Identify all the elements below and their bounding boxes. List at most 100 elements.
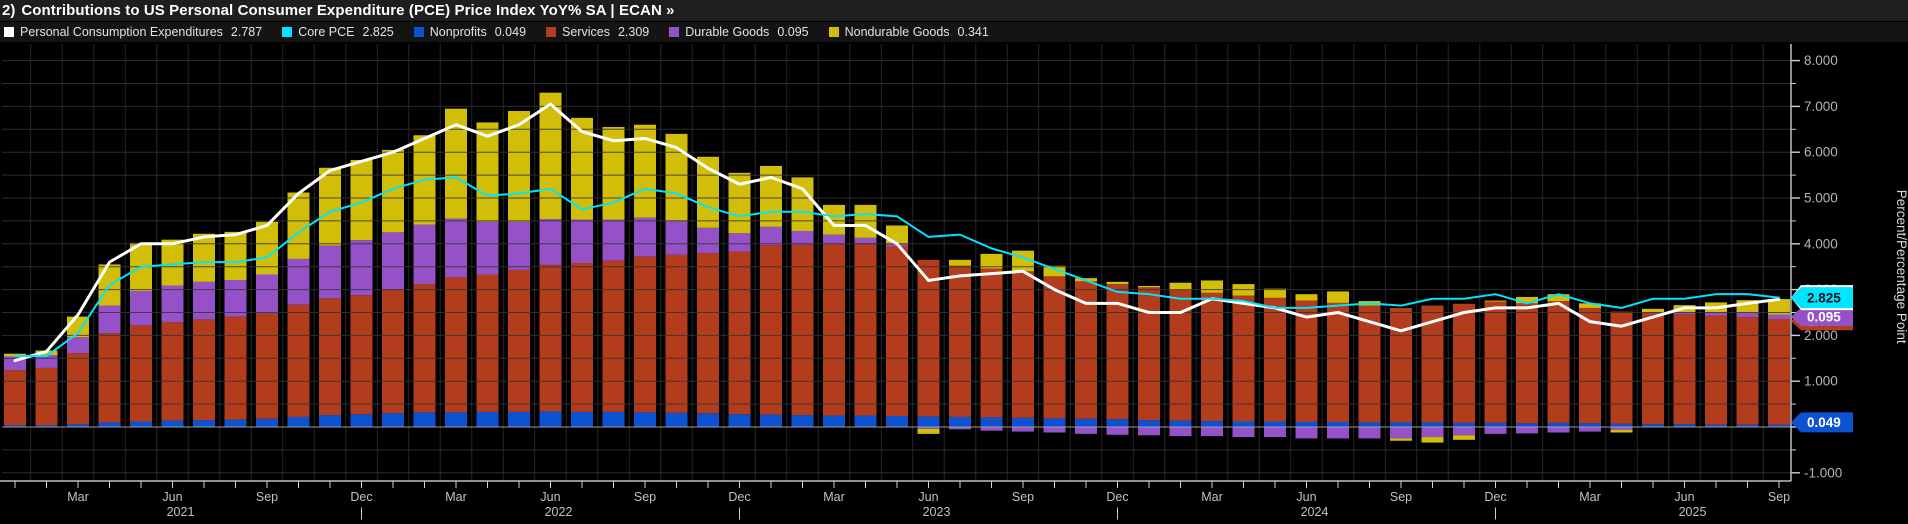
bar-segment	[697, 413, 719, 427]
legend-item-pce[interactable]: Personal Consumption Expenditures 2.787	[4, 25, 262, 39]
bar-segment	[67, 337, 89, 354]
bar-segment	[1421, 305, 1444, 423]
bar-segment	[1169, 282, 1192, 291]
bar-segment	[1453, 422, 1475, 427]
bar-segment	[413, 284, 436, 413]
x-year-label: 2024	[1301, 505, 1329, 519]
legend-swatch-core	[282, 27, 293, 37]
value-tag-text: 0.049	[1807, 415, 1841, 430]
bar-segment	[1075, 281, 1097, 419]
bar-segment	[1736, 312, 1759, 318]
bar-segment	[854, 237, 877, 244]
bar-segment	[917, 427, 940, 429]
bar-segment	[1579, 307, 1601, 424]
bar-segment	[1705, 315, 1727, 425]
bar-segment	[350, 414, 373, 427]
bar-segment	[445, 412, 467, 427]
bar-segment	[161, 239, 184, 286]
bar-segment	[35, 355, 58, 368]
bar-segment	[256, 221, 278, 275]
x-tick-label: Dec	[1106, 490, 1128, 504]
bar-segment	[1516, 303, 1538, 424]
bar-segment	[1043, 418, 1066, 427]
bar-segment	[1075, 427, 1097, 434]
bar-segment	[413, 224, 436, 285]
x-tick-label: Dec	[350, 490, 372, 504]
bar-segment	[949, 265, 971, 417]
bar-segment	[1547, 294, 1570, 302]
bar-segment	[508, 221, 530, 270]
legend-item-durables[interactable]: Durable Goods 0.095	[669, 25, 809, 39]
core-pce-line	[14, 176, 1780, 358]
bar-segment	[1169, 427, 1192, 437]
y-tick-label: 5.000	[1804, 191, 1838, 206]
bar-segment	[697, 156, 719, 228]
bar-segment	[1390, 422, 1412, 427]
bar-segment	[602, 127, 625, 220]
bar-segment	[1358, 305, 1381, 423]
bar-segment	[287, 258, 310, 305]
legend-item-core[interactable]: Core PCE 2.825	[282, 25, 394, 39]
bar-segment	[382, 232, 404, 290]
x-tick-label: Jun	[540, 490, 560, 504]
titlebar: 2) Contributions to US Personal Consumer…	[0, 0, 1908, 22]
bar-segment	[1043, 276, 1066, 419]
bar-segment	[1579, 423, 1601, 427]
y-tick-label: 6.000	[1804, 145, 1838, 160]
bar-segment	[1295, 421, 1318, 427]
bar-segment	[4, 370, 26, 426]
bar-segment	[1390, 307, 1412, 423]
bar-segment	[161, 322, 184, 421]
x-tick-label: Sep	[256, 490, 278, 504]
bar-segment	[1610, 423, 1633, 427]
page-title[interactable]: Contributions to US Personal Consumer Ex…	[21, 2, 675, 19]
bar-segment	[67, 424, 89, 427]
legend-item-nondurables[interactable]: Nondurable Goods 0.341	[828, 25, 989, 39]
bar-segment	[634, 217, 656, 257]
bar-segment	[697, 252, 719, 414]
bar-segment	[476, 122, 499, 222]
legend-swatch-nonprofits	[413, 27, 424, 37]
legend-item-nonprofits[interactable]: Nonprofits 0.049	[413, 25, 526, 39]
bar-segment	[1516, 296, 1538, 304]
bar-segment	[193, 319, 215, 421]
x-tick-label: Mar	[67, 490, 89, 504]
value-tag-text: 2.825	[1807, 290, 1841, 305]
legend-value: 0.095	[777, 25, 809, 39]
bar-segment	[35, 425, 58, 427]
bar-segment	[854, 415, 877, 427]
year-separator: |	[1116, 506, 1119, 520]
bar-segment	[1106, 281, 1129, 285]
bar-segment	[319, 415, 341, 427]
value-tag-text: 0.095	[1807, 310, 1841, 325]
bar-segment	[98, 422, 121, 427]
bar-segment	[1579, 303, 1601, 308]
year-separator: |	[1494, 506, 1497, 520]
bar-segment	[949, 259, 971, 266]
bar-segment	[1138, 285, 1160, 288]
bar-segment	[1012, 271, 1034, 418]
bar-segment	[917, 259, 940, 417]
legend-label: Personal Consumption Expenditures	[20, 25, 223, 39]
bar-segment	[1547, 301, 1570, 423]
bar-segment	[1642, 308, 1664, 313]
grid-vertical-layer	[30, 44, 1764, 481]
bar-segment	[571, 263, 593, 412]
bar-segment	[1421, 422, 1444, 427]
x-year-label: 2023	[923, 505, 951, 519]
bar-segment	[1484, 427, 1507, 434]
bar-segment	[665, 254, 688, 413]
legend-label: Core PCE	[298, 25, 355, 39]
bar-segment	[697, 227, 719, 253]
bar-segment	[1327, 291, 1349, 303]
y-tick-label: 7.000	[1804, 99, 1838, 114]
pce-contributions-chart[interactable]: Mar Jun Sep Dec Mar Jun Sep Dec Mar Jun Sep Dec Mar J…	[0, 42, 1908, 524]
bar-segment	[1012, 427, 1034, 432]
legend-swatch-services	[546, 27, 557, 37]
legend-item-services[interactable]: Services 2.309	[546, 25, 649, 39]
bar-segment	[350, 159, 373, 241]
bar-segment	[728, 233, 751, 252]
bar-segment	[1201, 280, 1223, 293]
bar-segment	[823, 415, 845, 427]
bar-segment	[634, 256, 656, 413]
